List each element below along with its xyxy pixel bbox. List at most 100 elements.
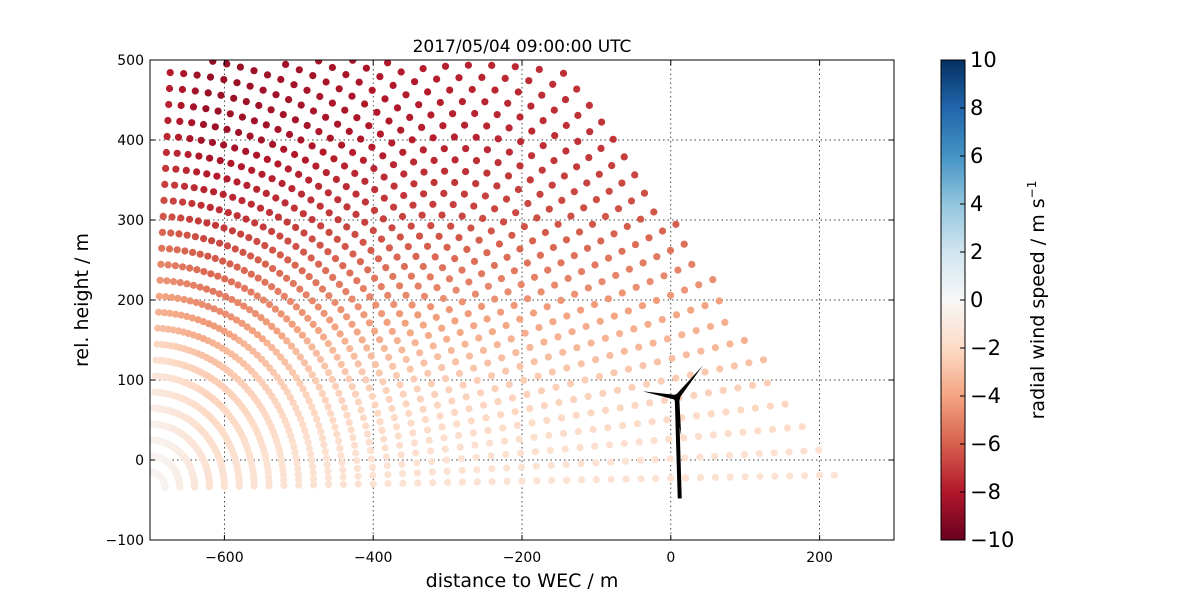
scan-point xyxy=(458,212,466,220)
scan-point xyxy=(380,173,388,181)
scan-point xyxy=(180,70,188,78)
scan-point xyxy=(442,456,451,464)
scan-point xyxy=(197,136,205,144)
scan-point xyxy=(273,327,281,335)
scan-point xyxy=(160,309,168,317)
scan-point xyxy=(345,127,353,135)
x-tick-label: −200 xyxy=(503,550,541,566)
scan-point xyxy=(554,333,562,341)
scan-point xyxy=(292,223,300,231)
scan-point xyxy=(399,148,407,156)
scan-point xyxy=(532,462,540,470)
scan-point xyxy=(571,290,579,298)
scan-point xyxy=(307,196,315,204)
scan-point xyxy=(452,286,460,294)
scan-point xyxy=(503,477,511,485)
scan-point xyxy=(456,443,464,451)
scan-point xyxy=(589,425,597,434)
scan-point xyxy=(619,422,627,430)
scan-point xyxy=(326,134,334,142)
scan-point xyxy=(660,396,669,404)
scan-point xyxy=(399,470,407,478)
scan-point xyxy=(678,331,686,339)
scan-point xyxy=(508,231,516,239)
scan-point xyxy=(378,310,386,318)
scan-point xyxy=(363,430,372,438)
scan-point xyxy=(188,199,196,208)
scan-point xyxy=(427,111,435,119)
scan-point xyxy=(478,73,486,81)
scan-point xyxy=(504,172,513,180)
scan-point xyxy=(483,146,491,154)
scan-point xyxy=(186,264,194,272)
scan-point xyxy=(561,96,570,104)
scan-point xyxy=(290,443,298,451)
scan-point xyxy=(393,104,402,112)
scan-point xyxy=(620,347,628,355)
scan-point xyxy=(293,326,301,334)
scan-point xyxy=(427,447,435,455)
scan-point xyxy=(248,327,256,335)
scan-point xyxy=(724,430,732,438)
scan-point xyxy=(430,178,438,187)
scan-point xyxy=(618,247,626,255)
scan-point xyxy=(297,415,305,423)
scan-point xyxy=(198,300,206,308)
scan-point xyxy=(441,375,450,383)
scan-point xyxy=(322,78,330,86)
y-axis-title: rel. height / m xyxy=(71,233,93,367)
scan-point xyxy=(502,450,510,459)
scan-point xyxy=(257,136,265,144)
scan-point xyxy=(210,305,218,313)
scan-point xyxy=(238,197,246,205)
scan-point xyxy=(622,475,630,483)
scan-point xyxy=(352,190,360,198)
scan-point xyxy=(312,279,320,287)
scan-point xyxy=(397,451,405,459)
scan-point xyxy=(545,205,553,213)
scan-point xyxy=(206,154,214,162)
scan-point xyxy=(291,261,299,269)
scan-point xyxy=(171,181,179,189)
scan-point xyxy=(312,349,320,357)
scan-point xyxy=(484,282,492,290)
scan-point xyxy=(549,80,557,88)
scan-point xyxy=(350,441,359,449)
scan-point xyxy=(544,353,553,361)
scan-point xyxy=(186,215,194,223)
scan-point xyxy=(150,404,158,412)
scan-point xyxy=(574,111,582,119)
scan-point xyxy=(381,95,389,103)
scan-point xyxy=(209,287,217,295)
scan-point xyxy=(502,321,510,330)
scan-point xyxy=(597,144,605,152)
scan-point xyxy=(681,286,689,294)
scan-point xyxy=(255,101,263,110)
scan-point xyxy=(196,283,204,291)
scan-point xyxy=(435,232,443,240)
scan-point xyxy=(420,359,428,367)
scan-point xyxy=(364,266,372,274)
scan-point xyxy=(216,307,224,315)
scan-point xyxy=(335,85,343,93)
scan-point xyxy=(503,464,511,472)
scan-point xyxy=(150,420,157,428)
scan-point xyxy=(231,144,239,152)
scan-point xyxy=(445,386,453,394)
scan-point xyxy=(309,475,318,483)
scan-point xyxy=(526,176,534,184)
scan-point xyxy=(585,101,594,109)
scan-point xyxy=(783,424,792,432)
scan-point xyxy=(361,100,369,108)
scan-point xyxy=(426,273,434,281)
scan-point xyxy=(246,306,254,314)
scan-point xyxy=(456,328,464,337)
colorbar-tick-label: 8 xyxy=(970,96,983,120)
scan-point xyxy=(308,142,316,150)
scan-point xyxy=(649,339,657,347)
scan-point xyxy=(433,401,442,409)
scan-point xyxy=(214,272,222,280)
scan-point xyxy=(463,245,471,253)
scan-point xyxy=(324,467,332,475)
scan-point xyxy=(631,401,639,409)
